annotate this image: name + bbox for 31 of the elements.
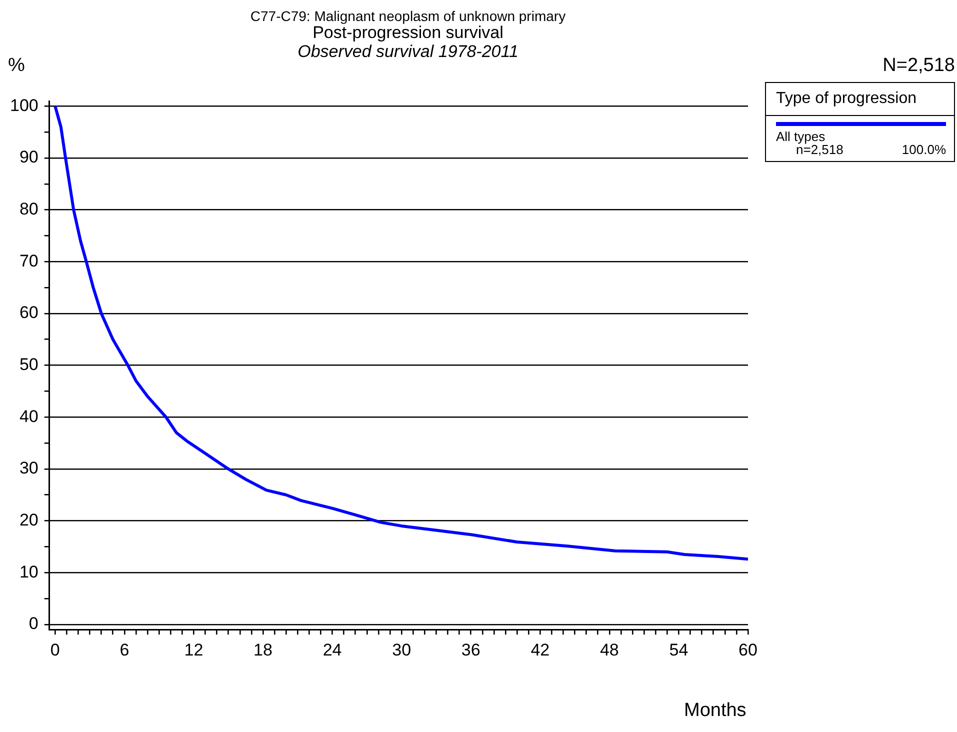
y-tick-label: 100	[10, 96, 38, 115]
y-tick-label: 70	[19, 251, 38, 270]
x-axis-title: Months	[684, 700, 746, 722]
y-tick-label: 0	[28, 614, 38, 634]
x-tick-label: 24	[322, 640, 342, 660]
y-tick-label: 40	[19, 406, 38, 426]
y-tick-label: 60	[19, 303, 38, 322]
chart-subtitle: Post-progression survival	[312, 23, 504, 42]
x-tick-label: 54	[669, 640, 688, 660]
y-tick-label: 80	[19, 200, 38, 219]
x-tick-label: 42	[530, 640, 550, 660]
y-tick-label: 20	[19, 510, 38, 530]
x-tick-label: 0	[50, 640, 60, 660]
text: All types	[776, 129, 826, 144]
chart-title: C77-C79: Malignant neoplasm of unknown primary	[249, 8, 567, 24]
x-tick-label: 36	[461, 640, 480, 660]
y-tick-label: 50	[19, 354, 38, 374]
text: 100.0%	[902, 142, 946, 157]
x-tick-label: 30	[392, 640, 412, 660]
x-tick-label: 60	[738, 640, 758, 660]
y-tick-label: 90	[19, 148, 38, 167]
x-tick-label: 18	[254, 640, 272, 660]
text: N=2,518	[882, 55, 955, 77]
y-axis-title: %	[8, 55, 25, 77]
x-tick-label: 12	[184, 640, 204, 660]
y-tick-label: 30	[19, 458, 38, 478]
x-tick-label: 6	[120, 640, 130, 660]
x-tick-label: 48	[600, 640, 619, 660]
text: Observed survival 1978-2011	[298, 42, 518, 61]
y-tick-label: 10	[19, 562, 38, 582]
legend-title: Type of progression	[766, 83, 954, 116]
